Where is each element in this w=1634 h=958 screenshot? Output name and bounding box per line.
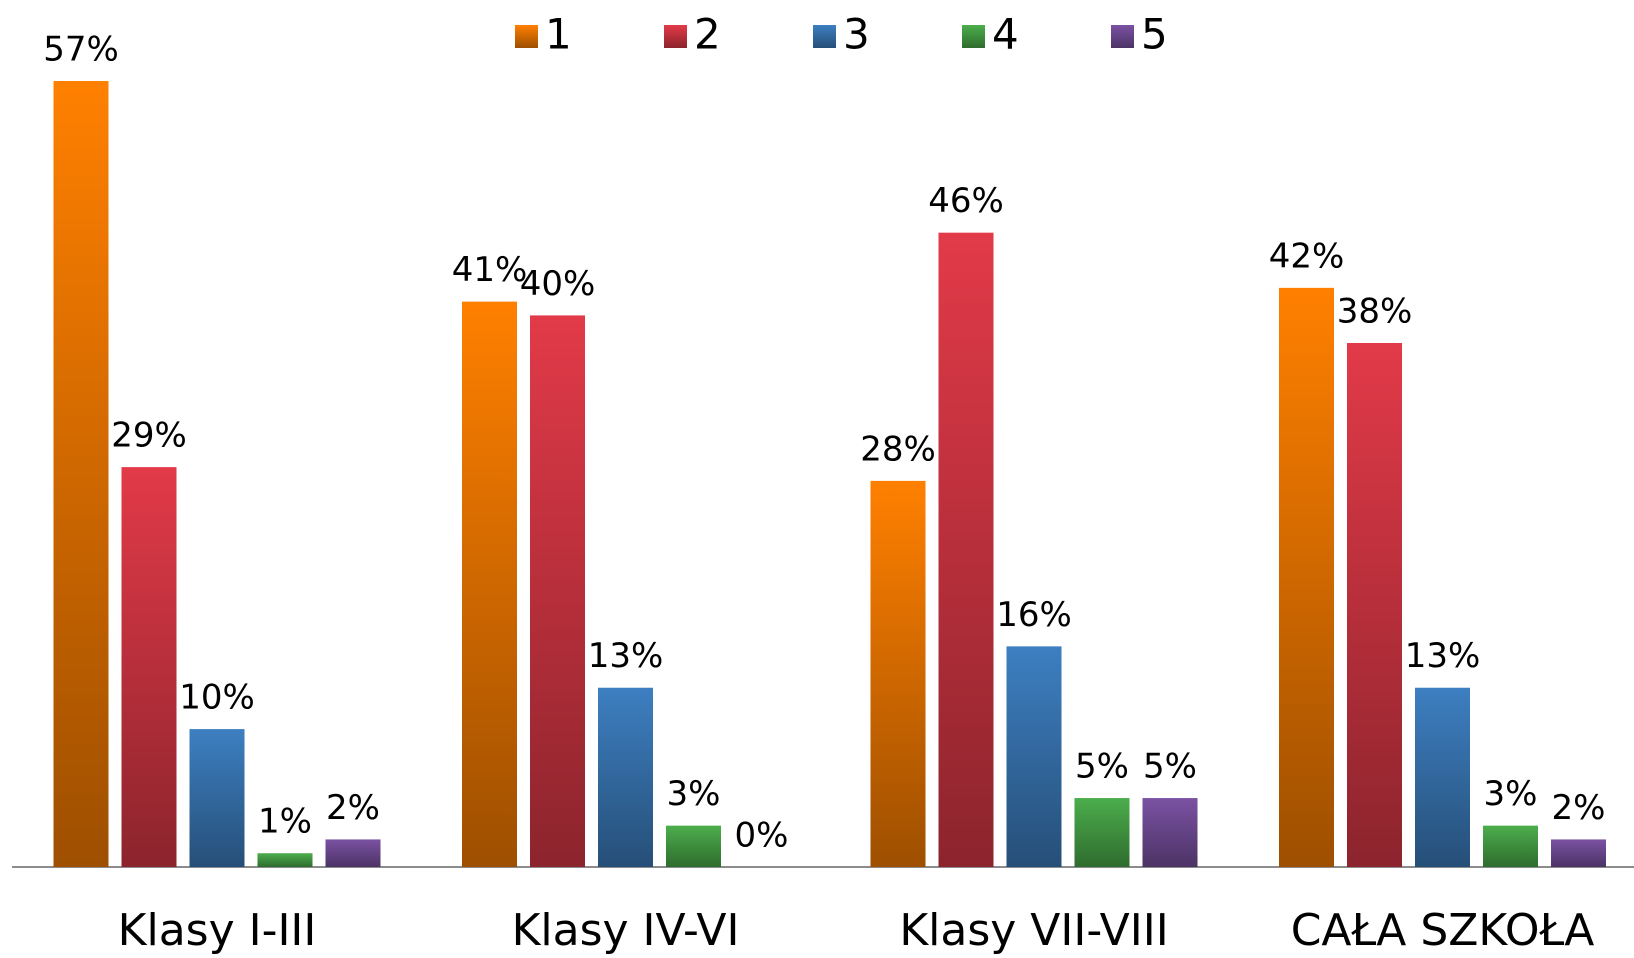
data-label: 38% [1337, 292, 1413, 332]
legend-label: 5 [1141, 10, 1168, 59]
data-label: 40% [520, 264, 596, 304]
bar [598, 687, 653, 867]
bar [530, 315, 585, 868]
bar [325, 839, 381, 867]
legend-swatch [813, 25, 836, 48]
legend-label: 1 [545, 10, 572, 59]
data-label: 1% [258, 802, 312, 842]
legend-swatch [664, 25, 687, 48]
bar [1142, 798, 1198, 867]
data-label: 28% [860, 429, 936, 469]
legend-swatch [515, 25, 538, 48]
data-label: 3% [1484, 774, 1538, 814]
data-label: 13% [1405, 636, 1481, 676]
bar [1415, 687, 1470, 867]
x-tick-label: Klasy IV-VI [512, 905, 740, 956]
data-label: 57% [43, 30, 119, 70]
x-tick-label: CAŁA SZKOŁA [1291, 905, 1595, 956]
bar [938, 232, 994, 867]
data-label: 13% [588, 636, 664, 676]
legend-label: 3 [843, 10, 870, 59]
bar [121, 467, 177, 867]
legend-swatch [962, 25, 985, 48]
bar [257, 853, 313, 867]
x-tick-label: Klasy VII-VIII [899, 905, 1168, 956]
legend-swatch [1111, 25, 1134, 48]
data-label: 5% [1075, 747, 1129, 787]
bar [189, 729, 245, 867]
data-label: 29% [111, 416, 187, 456]
data-label: 42% [1269, 236, 1345, 276]
data-label: 0% [735, 816, 789, 856]
bar [462, 301, 517, 867]
data-label: 16% [996, 595, 1072, 635]
bar [1483, 825, 1538, 867]
bar [666, 825, 721, 867]
data-label: 5% [1143, 747, 1197, 787]
data-label: 46% [928, 181, 1004, 221]
bar [1347, 343, 1402, 867]
legend-label: 4 [992, 10, 1019, 59]
bar [870, 480, 926, 867]
data-label: 2% [1552, 788, 1606, 828]
bar [53, 81, 109, 867]
legend-label: 2 [694, 10, 721, 59]
data-label: 2% [326, 788, 380, 828]
bar [1074, 798, 1130, 867]
bar [1551, 839, 1606, 867]
bar [1279, 287, 1334, 867]
x-tick-label: Klasy I-III [118, 905, 317, 956]
data-label: 3% [667, 774, 721, 814]
bar [1006, 646, 1062, 867]
data-label: 41% [452, 250, 528, 290]
data-label: 10% [179, 678, 255, 718]
